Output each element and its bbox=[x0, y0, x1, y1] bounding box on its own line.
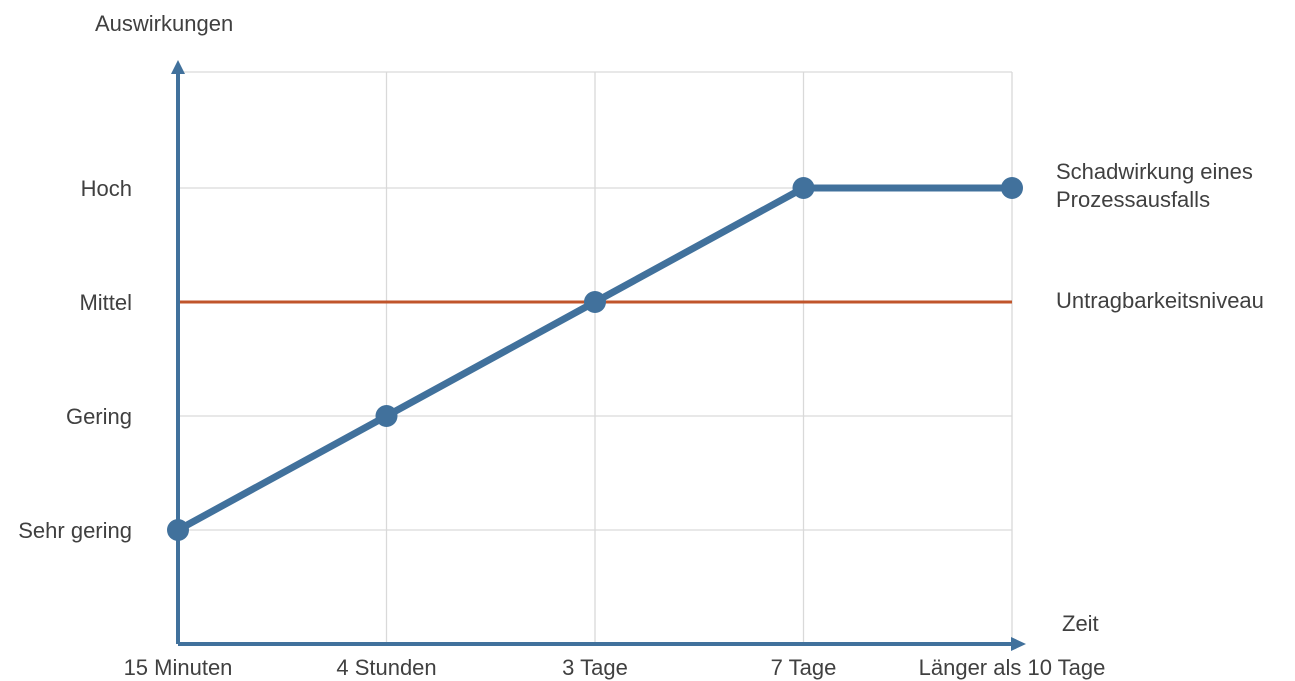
series-label-line-1: Schadwirkung eines bbox=[1056, 159, 1253, 184]
series-label-line-2: Prozessausfalls bbox=[1056, 187, 1210, 212]
grid-lines bbox=[178, 71, 1013, 644]
data-point bbox=[375, 405, 398, 427]
y-tick-label: Mittel bbox=[79, 290, 132, 315]
threshold-label: Untragbarkeitsniveau bbox=[1056, 288, 1264, 313]
data-point bbox=[792, 177, 815, 199]
data-point bbox=[1001, 177, 1023, 199]
y-tick-label: Sehr gering bbox=[18, 518, 132, 543]
series-label: Schadwirkung eines Prozessausfalls bbox=[1056, 159, 1259, 212]
x-tick-label: 7 Tage bbox=[771, 655, 837, 680]
y-tick-label: Gering bbox=[66, 404, 132, 429]
y-axis-arrow bbox=[171, 60, 185, 74]
axes bbox=[171, 60, 1026, 651]
y-tick-labels: Sehr gering Gering Mittel Hoch bbox=[18, 176, 132, 543]
x-tick-label: Länger als 10 Tage bbox=[919, 655, 1106, 680]
y-axis-label: Auswirkungen bbox=[95, 11, 233, 36]
x-tick-label: 15 Minuten bbox=[124, 655, 233, 680]
x-axis-label: Zeit bbox=[1062, 611, 1099, 636]
x-axis-arrow bbox=[1011, 637, 1026, 651]
x-tick-label: 3 Tage bbox=[562, 655, 628, 680]
x-tick-label: 4 Stunden bbox=[336, 655, 436, 680]
x-tick-labels: 15 Minuten 4 Stunden 3 Tage 7 Tage Länger al… bbox=[124, 655, 1106, 680]
series-group bbox=[167, 177, 1023, 541]
data-point bbox=[167, 519, 189, 541]
y-tick-label: Hoch bbox=[81, 176, 132, 201]
data-point bbox=[584, 291, 606, 313]
